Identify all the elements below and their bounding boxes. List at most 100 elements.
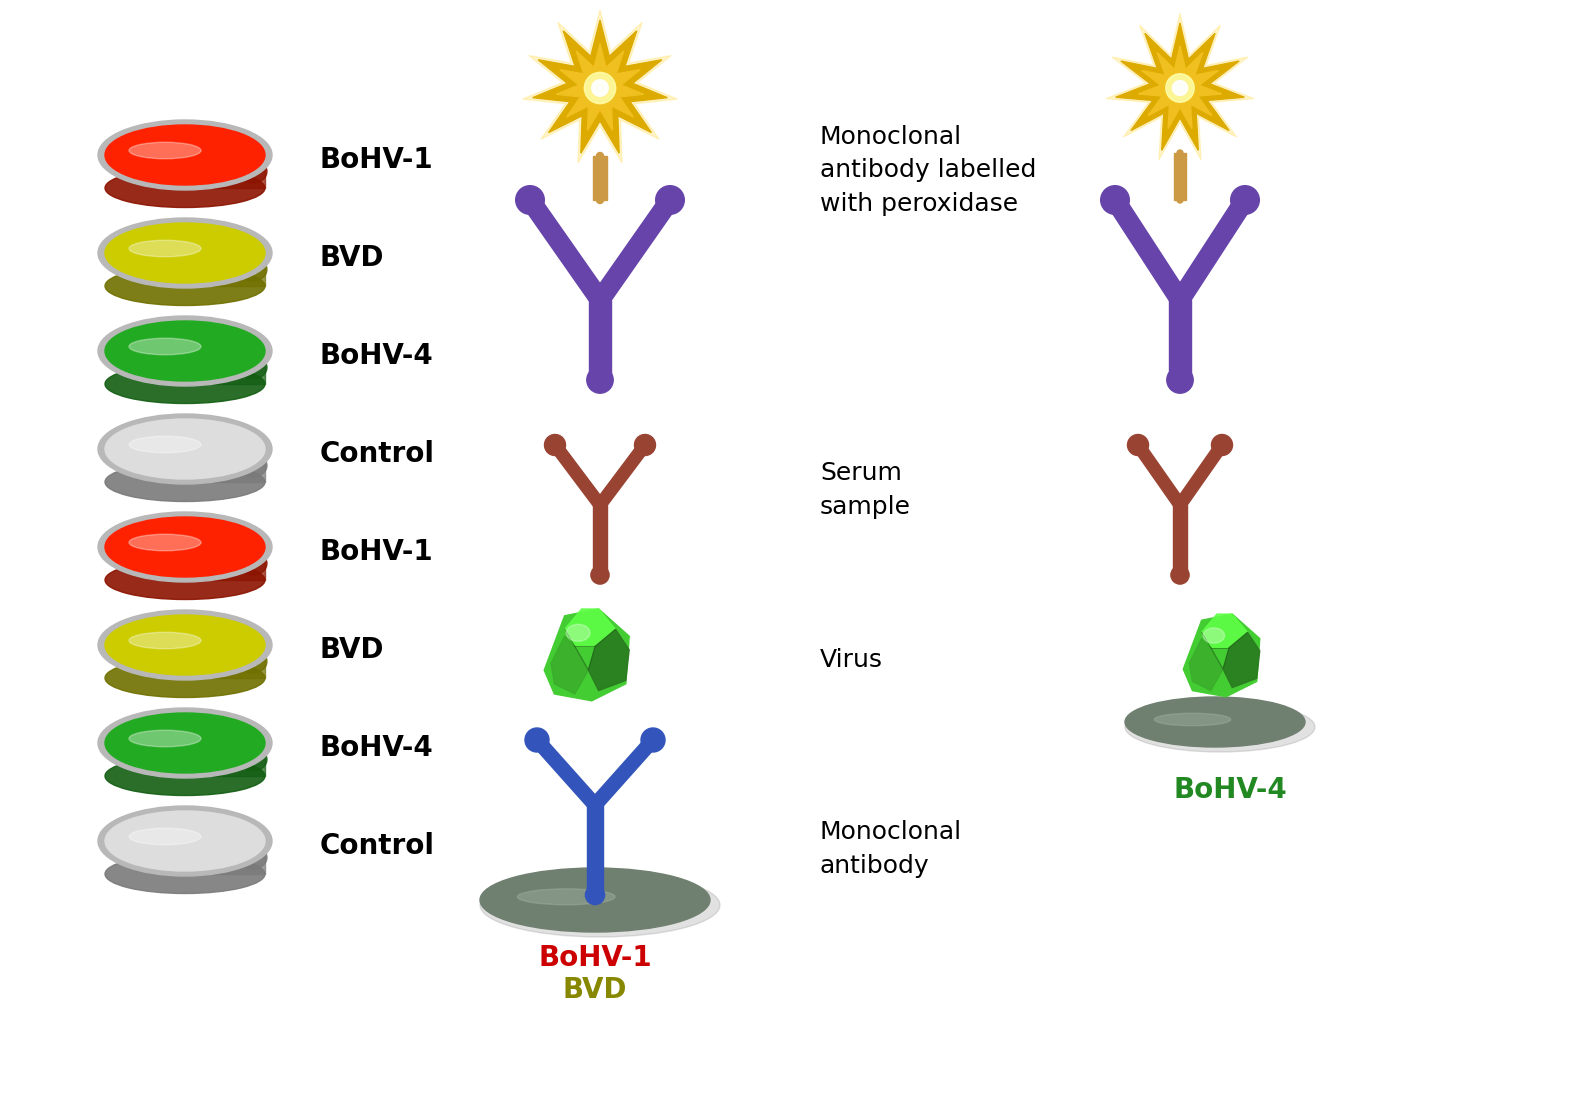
Ellipse shape (591, 801, 599, 808)
Polygon shape (1116, 23, 1245, 151)
Polygon shape (1173, 505, 1188, 575)
Ellipse shape (1219, 442, 1224, 448)
Polygon shape (1172, 195, 1253, 305)
Ellipse shape (239, 650, 268, 673)
Ellipse shape (591, 80, 609, 97)
Polygon shape (1223, 632, 1259, 688)
Ellipse shape (239, 160, 268, 183)
Ellipse shape (591, 565, 609, 584)
Ellipse shape (97, 610, 273, 680)
Polygon shape (1138, 46, 1223, 129)
Ellipse shape (1167, 366, 1194, 393)
Polygon shape (523, 10, 677, 163)
Polygon shape (177, 155, 265, 188)
Text: Control: Control (320, 440, 435, 467)
Polygon shape (1175, 441, 1227, 508)
Text: Monoclonal
antibody labelled
with peroxidase: Monoclonal antibody labelled with peroxi… (819, 125, 1036, 216)
Polygon shape (593, 505, 607, 575)
Ellipse shape (585, 886, 604, 904)
Ellipse shape (1154, 713, 1231, 726)
Polygon shape (590, 736, 658, 810)
Text: BVD: BVD (320, 636, 384, 664)
Ellipse shape (105, 811, 265, 871)
Text: BoHV-4: BoHV-4 (320, 734, 434, 762)
Polygon shape (556, 44, 644, 131)
Polygon shape (588, 629, 630, 691)
Ellipse shape (596, 153, 604, 159)
Polygon shape (177, 842, 265, 874)
Ellipse shape (105, 223, 265, 283)
Ellipse shape (598, 502, 603, 508)
Ellipse shape (129, 240, 201, 256)
Ellipse shape (596, 197, 604, 204)
Ellipse shape (596, 572, 604, 579)
Polygon shape (593, 195, 677, 306)
Text: BoHV-1: BoHV-1 (320, 146, 434, 174)
Ellipse shape (129, 730, 201, 747)
Ellipse shape (1176, 502, 1183, 508)
Ellipse shape (1172, 565, 1189, 584)
Ellipse shape (1240, 196, 1250, 205)
Polygon shape (1175, 153, 1186, 200)
Polygon shape (593, 156, 607, 200)
Ellipse shape (1165, 74, 1194, 102)
Ellipse shape (129, 632, 201, 649)
Polygon shape (590, 300, 611, 379)
Ellipse shape (105, 168, 265, 208)
Ellipse shape (480, 873, 720, 937)
Ellipse shape (1176, 572, 1183, 579)
Ellipse shape (634, 434, 655, 455)
Ellipse shape (650, 737, 657, 744)
Ellipse shape (480, 868, 709, 932)
Ellipse shape (1176, 502, 1183, 508)
Polygon shape (177, 449, 265, 482)
Ellipse shape (524, 728, 548, 752)
Ellipse shape (585, 73, 615, 103)
Ellipse shape (1175, 374, 1186, 385)
Ellipse shape (665, 196, 674, 205)
Ellipse shape (105, 266, 265, 306)
Text: BVD: BVD (563, 976, 628, 1004)
Ellipse shape (641, 728, 665, 752)
Ellipse shape (526, 196, 534, 205)
Ellipse shape (655, 186, 684, 214)
Ellipse shape (239, 356, 268, 380)
Polygon shape (587, 805, 603, 895)
Ellipse shape (97, 708, 273, 778)
Ellipse shape (1125, 702, 1315, 752)
Text: BoHV-4: BoHV-4 (320, 342, 434, 370)
Ellipse shape (595, 295, 604, 305)
Ellipse shape (239, 257, 268, 280)
Ellipse shape (591, 802, 598, 808)
Ellipse shape (105, 419, 265, 478)
Text: BoHV-1: BoHV-1 (320, 538, 434, 566)
Ellipse shape (105, 659, 265, 697)
Polygon shape (532, 20, 668, 153)
Ellipse shape (105, 125, 265, 185)
Ellipse shape (595, 374, 606, 385)
Ellipse shape (97, 414, 273, 484)
Ellipse shape (105, 757, 265, 795)
Ellipse shape (587, 366, 614, 393)
Polygon shape (1189, 639, 1223, 691)
Ellipse shape (1125, 697, 1305, 747)
Ellipse shape (129, 339, 201, 354)
Ellipse shape (129, 437, 201, 453)
Polygon shape (564, 609, 615, 647)
Ellipse shape (1176, 502, 1183, 508)
Text: BoHV-4: BoHV-4 (1173, 776, 1286, 804)
Ellipse shape (518, 889, 615, 905)
Ellipse shape (105, 615, 265, 675)
Text: BoHV-1: BoHV-1 (539, 944, 652, 972)
Ellipse shape (97, 512, 273, 582)
Ellipse shape (129, 535, 201, 551)
Polygon shape (1168, 300, 1191, 379)
Ellipse shape (105, 321, 265, 381)
Ellipse shape (596, 502, 604, 508)
Ellipse shape (97, 120, 273, 190)
Ellipse shape (591, 802, 598, 808)
Ellipse shape (97, 218, 273, 288)
Ellipse shape (1175, 295, 1184, 305)
Ellipse shape (516, 186, 544, 214)
Ellipse shape (105, 713, 265, 773)
